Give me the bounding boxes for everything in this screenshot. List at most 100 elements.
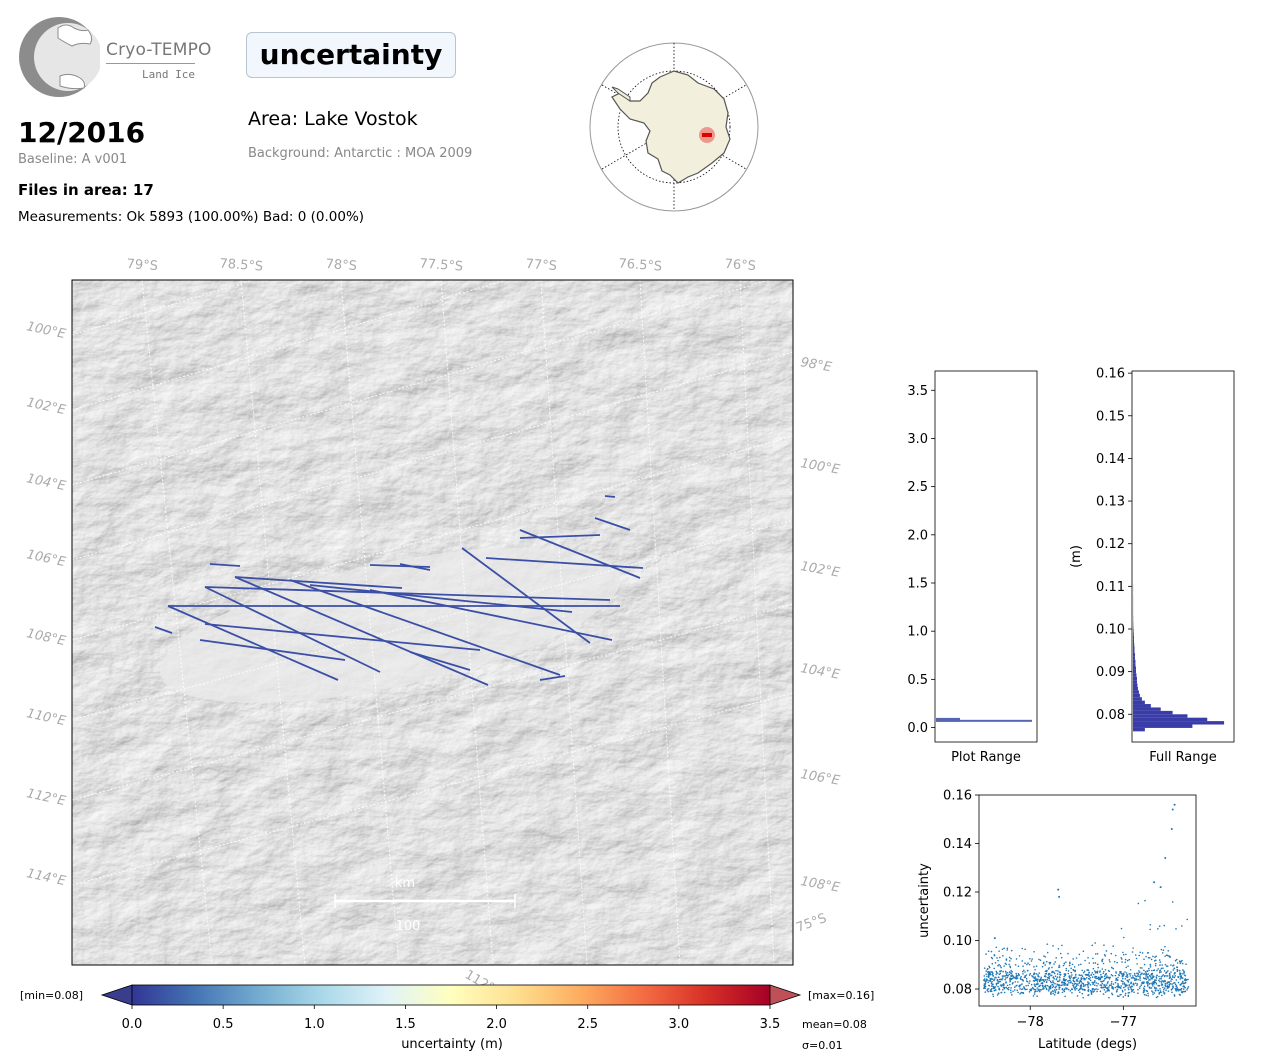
scatter-point [1149,964,1152,966]
scatter-point [1150,982,1152,985]
scatter-point [1143,989,1146,991]
scatter-point [1042,979,1045,981]
scatter-point [1149,966,1152,968]
scatter-point [1044,975,1047,978]
scatter-point [1178,970,1181,972]
scatter-point [1075,973,1077,976]
scatter-point [1099,984,1102,986]
scatter-point [1021,988,1024,990]
scatter-point [1052,985,1055,988]
scatter-point [1077,977,1080,979]
scatter-point [1058,964,1061,967]
scatter-point [1160,991,1162,994]
scatter-point [1136,975,1139,977]
scatter-point [1040,989,1043,991]
scatter-point [1088,972,1090,974]
scatter-point [998,988,1001,991]
scatter-point [1059,979,1061,981]
scatter-point [1049,985,1052,988]
scatter-point [994,986,997,988]
scatter-point [1185,979,1187,981]
map-lat-label: 76°S [724,257,756,274]
scatter-point [1166,975,1168,977]
map-corner-label: 75°S [794,911,829,936]
scatter-point [1035,973,1038,975]
histogram-bar [1133,690,1139,694]
scatter-point [1134,954,1137,956]
x-tick-label: −77 [1110,1015,1137,1030]
scatter-point [1053,963,1055,965]
scatter-point [1005,959,1008,961]
scatter-point [993,967,996,970]
scatter-point [1082,996,1084,999]
scatter-point [1035,965,1038,967]
scatter-point [1071,982,1074,985]
scatter-point [1006,947,1009,950]
scatter-point [1104,985,1107,988]
scatter-point [1091,944,1094,947]
scatter-point [1155,983,1158,985]
scatter-point [1160,978,1163,980]
scatter-point [1065,967,1068,970]
scatter-point [1121,989,1124,992]
scatter-point [1179,973,1181,976]
y-tick-label: 0.12 [1096,537,1125,552]
colorbar-max-arrow [769,984,802,1006]
scatter-point [1036,995,1038,997]
ground-track [604,495,616,498]
scatter-point [1124,977,1127,980]
scatter-point [1057,948,1060,950]
scatter-point [1110,973,1113,976]
scatter-point [1003,991,1006,994]
scatter-point [1160,948,1163,951]
scatter-point [1134,982,1137,985]
scatter-point [1096,952,1099,955]
scatter-point [1049,987,1052,990]
scatter-point [1180,972,1182,975]
scatter-point [1089,976,1092,979]
scatter-point [1052,976,1055,979]
scatter-point [1001,978,1003,981]
scatter-point [1064,995,1066,998]
scatter-point [1145,989,1148,992]
scatter-point [1036,987,1039,989]
scatter-point [1124,994,1127,997]
scatter-point [1012,982,1014,984]
scatter-point [1089,979,1092,982]
scatter-point [1137,973,1140,975]
scatter-point [1171,975,1174,977]
scatter-point [1012,990,1014,993]
scatter-point [1031,974,1033,977]
scatter-point [1102,962,1105,965]
scatter-point [1032,976,1035,978]
scatter-point [1125,975,1127,978]
scatter-point [1005,986,1008,989]
scatter-point [1031,958,1033,960]
scatter-point [1027,984,1029,987]
scatter-point [1026,988,1028,991]
scatter-point [1026,980,1029,983]
scatter-point [1009,977,1012,980]
scatter-point [1161,964,1163,966]
map-frame [71,279,794,966]
histogram-bar [1133,673,1137,677]
scatter-point [1141,972,1143,974]
map-lon-label: 114°E [25,866,68,889]
scatter-point [1087,956,1089,959]
scatter-point [1100,984,1103,986]
scatter-point [1167,970,1169,972]
scatter-point [997,976,1000,979]
y-axis-label: uncertainty [917,863,932,938]
scatter-point [1067,952,1069,955]
scatter-point [1107,988,1110,990]
scatter-point [992,972,994,974]
scatter-point [1010,975,1012,977]
scatter-point [1110,980,1113,983]
scatter-point [1008,960,1011,962]
scatter-point [1104,991,1107,993]
scatter-point [1147,977,1149,979]
scatter-point [1033,977,1036,980]
scatter-point [1143,981,1145,984]
scatter-point [1161,975,1164,977]
histogram-bar [1133,635,1134,640]
